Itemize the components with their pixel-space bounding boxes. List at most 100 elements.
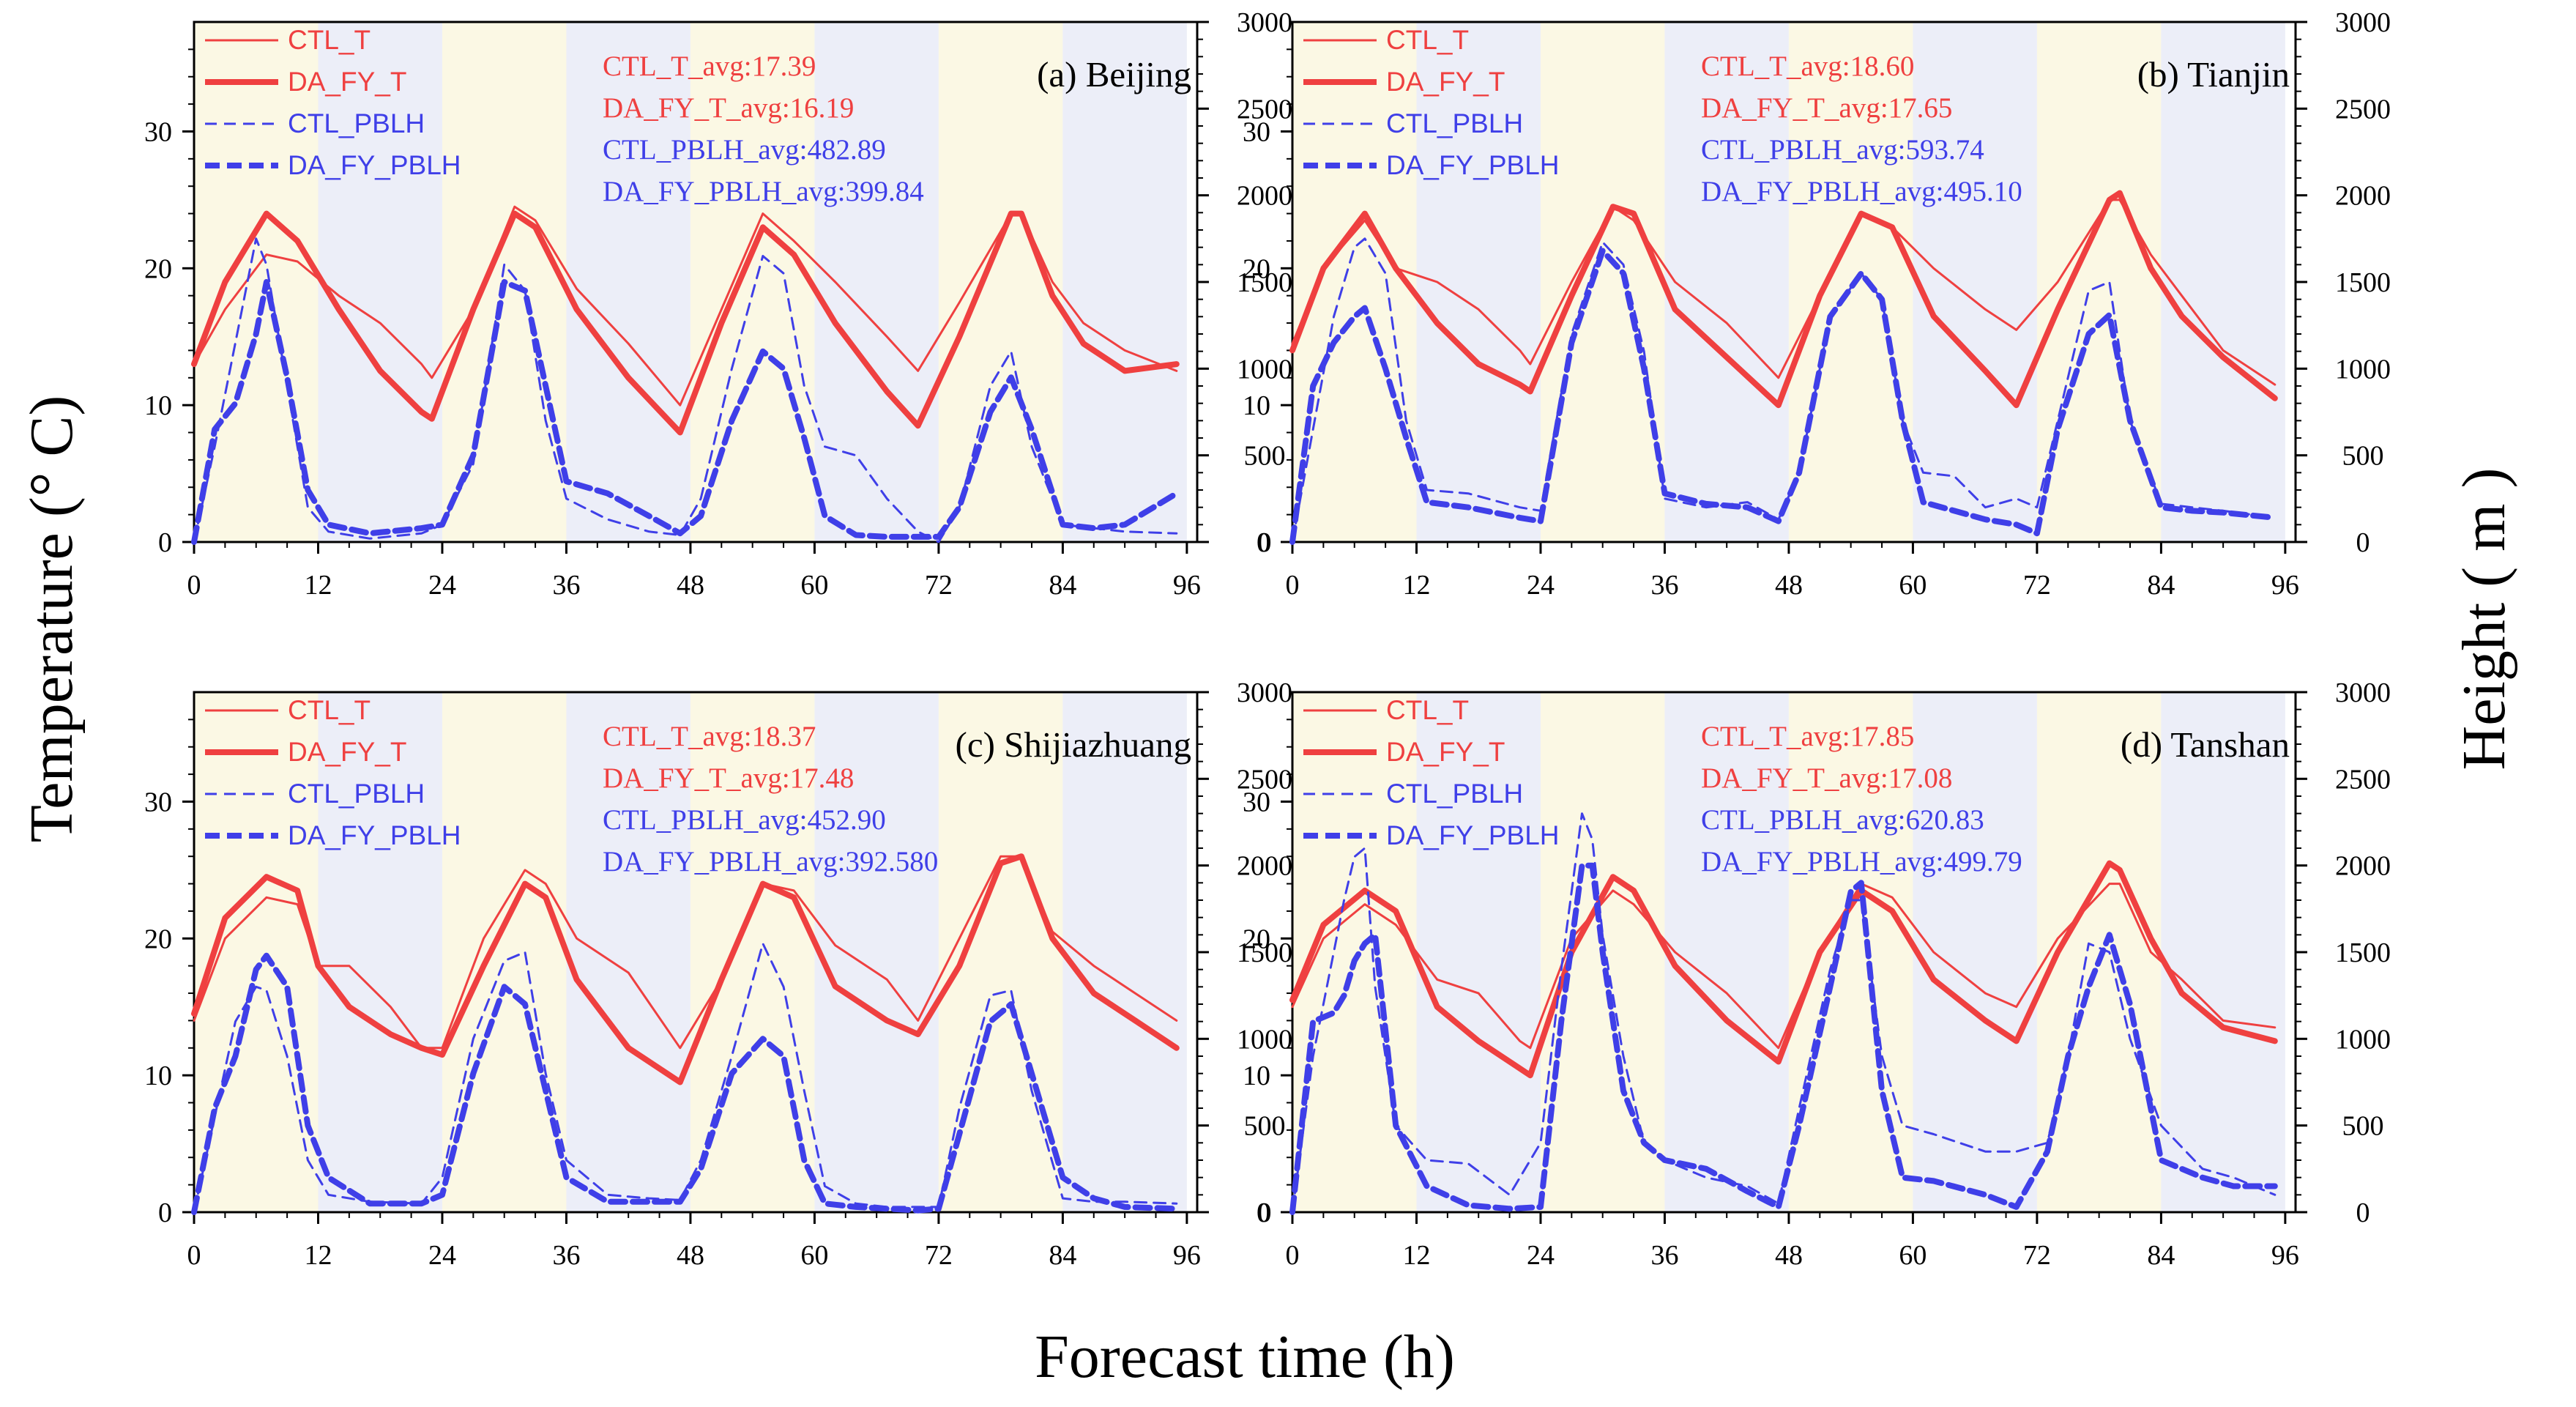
y-left-tick-label: 30 bbox=[144, 116, 172, 147]
series-line-ctl-pblh bbox=[193, 942, 1178, 1214]
x-tick-label: 60 bbox=[800, 570, 828, 601]
legend-label: CTL_T bbox=[288, 25, 371, 55]
stat-annotation: CTL_PBLH_avg:620.83 bbox=[1701, 804, 1984, 836]
panel-title: (b) Tianjin bbox=[2137, 54, 2290, 94]
stat-annotation: DA_FY_PBLH_avg:495.10 bbox=[1701, 176, 2022, 207]
nighttime-band bbox=[1062, 22, 1187, 542]
series-line-da-fy-t bbox=[1289, 860, 2278, 1079]
y-left-tick-label: 0 bbox=[158, 1198, 172, 1228]
nighttime-band bbox=[2161, 22, 2285, 542]
x-tick-label: 48 bbox=[677, 1240, 704, 1271]
legend: CTL_T DA_FY_T CTL_PBLH DA_FY_PBLH bbox=[205, 695, 461, 850]
y-right-tick-label: 0 bbox=[2356, 1198, 2370, 1228]
y-left-tick-label: 0 bbox=[1257, 527, 1270, 558]
x-tick-label: 24 bbox=[1527, 570, 1555, 601]
series-line-da-fy-pblh bbox=[191, 279, 1180, 545]
panel-title: (c) Shijiazhuang bbox=[956, 724, 1191, 765]
legend-label: CTL_PBLH bbox=[1386, 108, 1523, 138]
x-tick-label: 0 bbox=[187, 1240, 201, 1271]
y-right-tick-label: 2500 bbox=[1237, 764, 1292, 795]
y-right-tick-label: 2500 bbox=[1237, 94, 1292, 125]
stat-annotation: DA_FY_PBLH_avg:392.580 bbox=[603, 846, 938, 877]
stat-annotation: DA_FY_T_avg:17.08 bbox=[1701, 762, 1952, 794]
x-tick-label: 96 bbox=[1173, 570, 1201, 601]
legend: CTL_T DA_FY_T CTL_PBLH DA_FY_PBLH bbox=[205, 25, 461, 180]
series-line-da-fy-t bbox=[191, 210, 1180, 436]
y-right-tick-label: 1000 bbox=[1237, 1024, 1292, 1055]
stat-annotation: DA_FY_PBLH_avg:399.84 bbox=[603, 176, 924, 207]
y-right-tick-label: 1500 bbox=[2335, 267, 2391, 298]
y-left-tick-label: 20 bbox=[1243, 924, 1270, 954]
legend-label: DA_FY_T bbox=[1386, 67, 1505, 97]
legend-label: CTL_T bbox=[1386, 25, 1469, 55]
x-tick-label: 12 bbox=[1402, 1240, 1430, 1271]
y-left-tick-label: 30 bbox=[144, 787, 172, 817]
stat-annotation: DA_FY_PBLH_avg:499.79 bbox=[1701, 846, 2022, 877]
x-tick-label: 12 bbox=[1402, 570, 1430, 601]
x-tick-label: 60 bbox=[1899, 570, 1927, 601]
legend-label: DA_FY_PBLH bbox=[1386, 820, 1560, 850]
y-left-tick-label: 10 bbox=[1243, 390, 1270, 421]
y-right-tick-label: 2000 bbox=[2335, 851, 2391, 882]
x-tick-label: 24 bbox=[428, 570, 456, 601]
x-tick-label: 36 bbox=[1650, 570, 1678, 601]
daytime-band bbox=[194, 22, 319, 542]
x-tick-label: 84 bbox=[1049, 570, 1076, 601]
legend-label: DA_FY_T bbox=[1386, 737, 1505, 767]
y-right-tick-label: 500 bbox=[2342, 441, 2384, 472]
series-line-da-fy-pblh bbox=[1289, 862, 2278, 1215]
series-line-da-fy-t bbox=[191, 853, 1180, 1085]
legend-label: DA_FY_PBLH bbox=[1386, 150, 1560, 180]
x-tick-label: 0 bbox=[1286, 1240, 1300, 1271]
y-axis-title-left: Temperature (° C) bbox=[18, 396, 86, 843]
y-axis-title-right: Height ( m ) bbox=[2450, 468, 2518, 771]
panel-c: 0 12 24 36 48 60 72 84 96 0 10 20 30 0 500 1000 1500 2000… bbox=[144, 677, 1292, 1271]
legend-label: DA_FY_T bbox=[288, 67, 406, 97]
y-right-tick-label: 500 bbox=[2342, 1111, 2384, 1142]
y-right-tick-label: 500 bbox=[1244, 1111, 1286, 1142]
y-right-tick-label: 3000 bbox=[2335, 677, 2391, 708]
y-left-tick-label: 20 bbox=[144, 924, 172, 954]
nighttime-band bbox=[1664, 22, 1789, 542]
y-left-tick-label: 0 bbox=[158, 527, 172, 558]
legend-label: CTL_PBLH bbox=[1386, 779, 1523, 809]
panel-b: 0 12 24 36 48 60 72 84 96 0 10 20 30 0 500 1000 1500 2000… bbox=[1243, 7, 2391, 601]
legend: CTL_T DA_FY_T CTL_PBLH DA_FY_PBLH bbox=[1303, 695, 1560, 850]
legend-label: CTL_T bbox=[1386, 695, 1469, 725]
x-tick-label: 0 bbox=[187, 570, 201, 601]
x-tick-label: 48 bbox=[1775, 570, 1803, 601]
series-line-ctl-pblh bbox=[193, 237, 1178, 543]
x-tick-label: 24 bbox=[1527, 1240, 1555, 1271]
y-right-tick-label: 3000 bbox=[2335, 7, 2391, 38]
nighttime-band bbox=[1062, 692, 1187, 1212]
daytime-band bbox=[1292, 22, 1417, 542]
legend-label: CTL_T bbox=[288, 695, 371, 725]
daytime-band bbox=[1540, 22, 1665, 542]
stat-annotation: CTL_T_avg:17.39 bbox=[603, 51, 816, 82]
y-right-tick-label: 2000 bbox=[1237, 181, 1292, 212]
series-line-da-fy-pblh bbox=[191, 952, 1180, 1215]
y-left-tick-label: 10 bbox=[1243, 1061, 1270, 1091]
y-right-tick-label: 1000 bbox=[1237, 354, 1292, 385]
nighttime-band bbox=[318, 692, 442, 1212]
x-tick-label: 60 bbox=[800, 1240, 828, 1271]
y-right-tick-label: 500 bbox=[1244, 441, 1286, 472]
stat-annotation: CTL_T_avg:18.37 bbox=[603, 721, 816, 752]
daytime-band bbox=[1788, 22, 1913, 542]
panel-d: 0 12 24 36 48 60 72 84 96 0 10 20 30 0 500 1000 1500 2000… bbox=[1243, 677, 2391, 1271]
x-tick-label: 48 bbox=[1775, 1240, 1803, 1271]
y-right-tick-label: 2500 bbox=[2335, 764, 2391, 795]
legend-label: CTL_PBLH bbox=[288, 779, 425, 809]
nighttime-band bbox=[318, 22, 442, 542]
y-left-tick-label: 30 bbox=[1243, 787, 1270, 817]
series-line-da-fy-t bbox=[1289, 190, 2278, 409]
nighttime-band bbox=[814, 692, 939, 1212]
nighttime-band bbox=[1664, 692, 1789, 1212]
y-left-tick-label: 20 bbox=[1243, 253, 1270, 284]
y-right-tick-label: 1500 bbox=[2335, 938, 2391, 968]
stat-annotation: DA_FY_T_avg:17.65 bbox=[1701, 92, 1952, 124]
x-tick-label: 96 bbox=[1173, 1240, 1201, 1271]
series-line-ctl-t bbox=[193, 855, 1178, 1050]
x-tick-label: 24 bbox=[428, 1240, 456, 1271]
